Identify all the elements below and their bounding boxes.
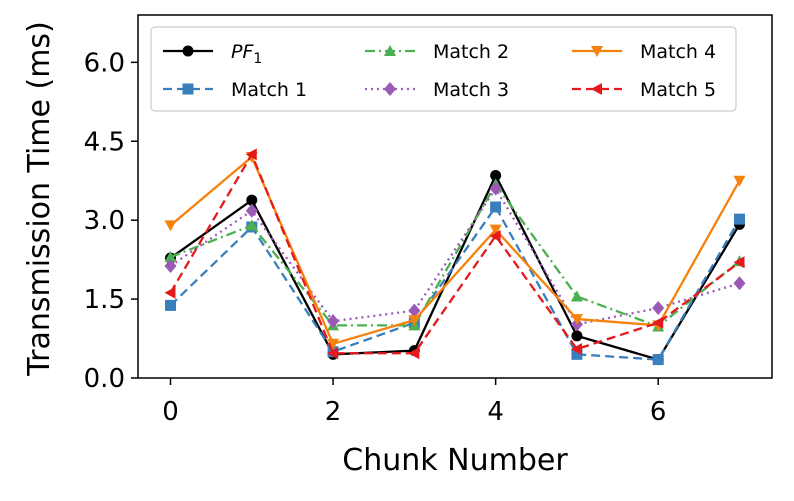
data-point: [327, 347, 339, 360]
legend-marker: [591, 46, 603, 57]
legend-item: Match 3: [365, 79, 509, 101]
data-point: [571, 348, 583, 360]
data-point: [164, 220, 177, 232]
data-point: [408, 303, 421, 318]
data-point: [164, 286, 176, 299]
data-point: [652, 316, 664, 329]
data-point: [652, 354, 664, 366]
y-tick-label: 4.5: [84, 127, 125, 157]
series-line: [170, 183, 741, 328]
data-point: [165, 299, 177, 311]
data-point: [733, 256, 745, 269]
legend-marker: [384, 82, 396, 96]
legend-label: Match 2: [433, 41, 509, 63]
legend: PF1 Match 1 Match 2 Match 3 Match 4 Match 5: [150, 26, 737, 112]
data-point: [490, 201, 502, 213]
legend-item: Match 5: [572, 79, 716, 101]
data-point: [327, 314, 340, 329]
y-tick-label: 6.0: [84, 48, 125, 78]
data-point: [570, 314, 583, 326]
legend-marker: [182, 45, 194, 57]
data-point: [489, 229, 501, 242]
data-point: [245, 219, 258, 231]
x-tick-label: 2: [325, 397, 342, 427]
data-point: [733, 213, 745, 225]
y-tick-label: 3.0: [84, 206, 125, 236]
data-point: [408, 347, 420, 360]
legend-item: PF1: [163, 41, 262, 67]
legend-label: Match 1: [231, 79, 307, 101]
data-point: [164, 251, 177, 262]
legend-label: Match 4: [640, 41, 716, 63]
series-line: [169, 187, 740, 326]
data-point: [490, 169, 502, 181]
series-pf: [165, 169, 745, 366]
data-point: [652, 301, 665, 316]
legend-label: Match 3: [433, 79, 509, 101]
legend-item: Match 4: [572, 41, 716, 63]
data-point: [164, 258, 177, 273]
x-axis-label: Chunk Number: [342, 443, 568, 478]
legend-marker: [182, 83, 194, 95]
x-tick-label: 6: [650, 397, 667, 427]
legend-item: Match 2: [365, 41, 509, 63]
legend-item: Match 1: [163, 79, 307, 101]
data-point: [489, 224, 502, 236]
series-match-3: [164, 181, 746, 332]
series-line: [169, 153, 741, 355]
legend-label: Match 5: [640, 79, 716, 101]
legend-marker: [591, 83, 602, 95]
y-tick-label: 0.0: [84, 364, 125, 394]
axes-layer: 0 2 4 6 0.0 1.5 3.0 4.5 6.0 Chunk Number Transmiss…: [22, 14, 773, 478]
plot-frame: [137, 14, 773, 379]
data-point: [733, 276, 746, 291]
legend-label: PF1: [231, 41, 262, 67]
x-tick-label: 0: [162, 397, 179, 427]
y-tick-label: 1.5: [84, 285, 125, 315]
data-point: [327, 338, 340, 350]
data-point: [246, 194, 258, 206]
series-layer: [164, 148, 746, 366]
data-point: [245, 203, 258, 218]
y-axis-label: Transmission Time (ms): [22, 21, 57, 377]
data-point: [733, 175, 746, 187]
data-point: [245, 148, 257, 161]
data-point: [570, 290, 583, 302]
x-tick-label: 4: [487, 397, 504, 427]
data-point: [571, 330, 583, 342]
data-point: [489, 181, 502, 196]
data-point: [570, 343, 582, 356]
legend-marker: [384, 45, 396, 56]
data-point: [408, 315, 421, 327]
series-match-5: [164, 148, 745, 360]
